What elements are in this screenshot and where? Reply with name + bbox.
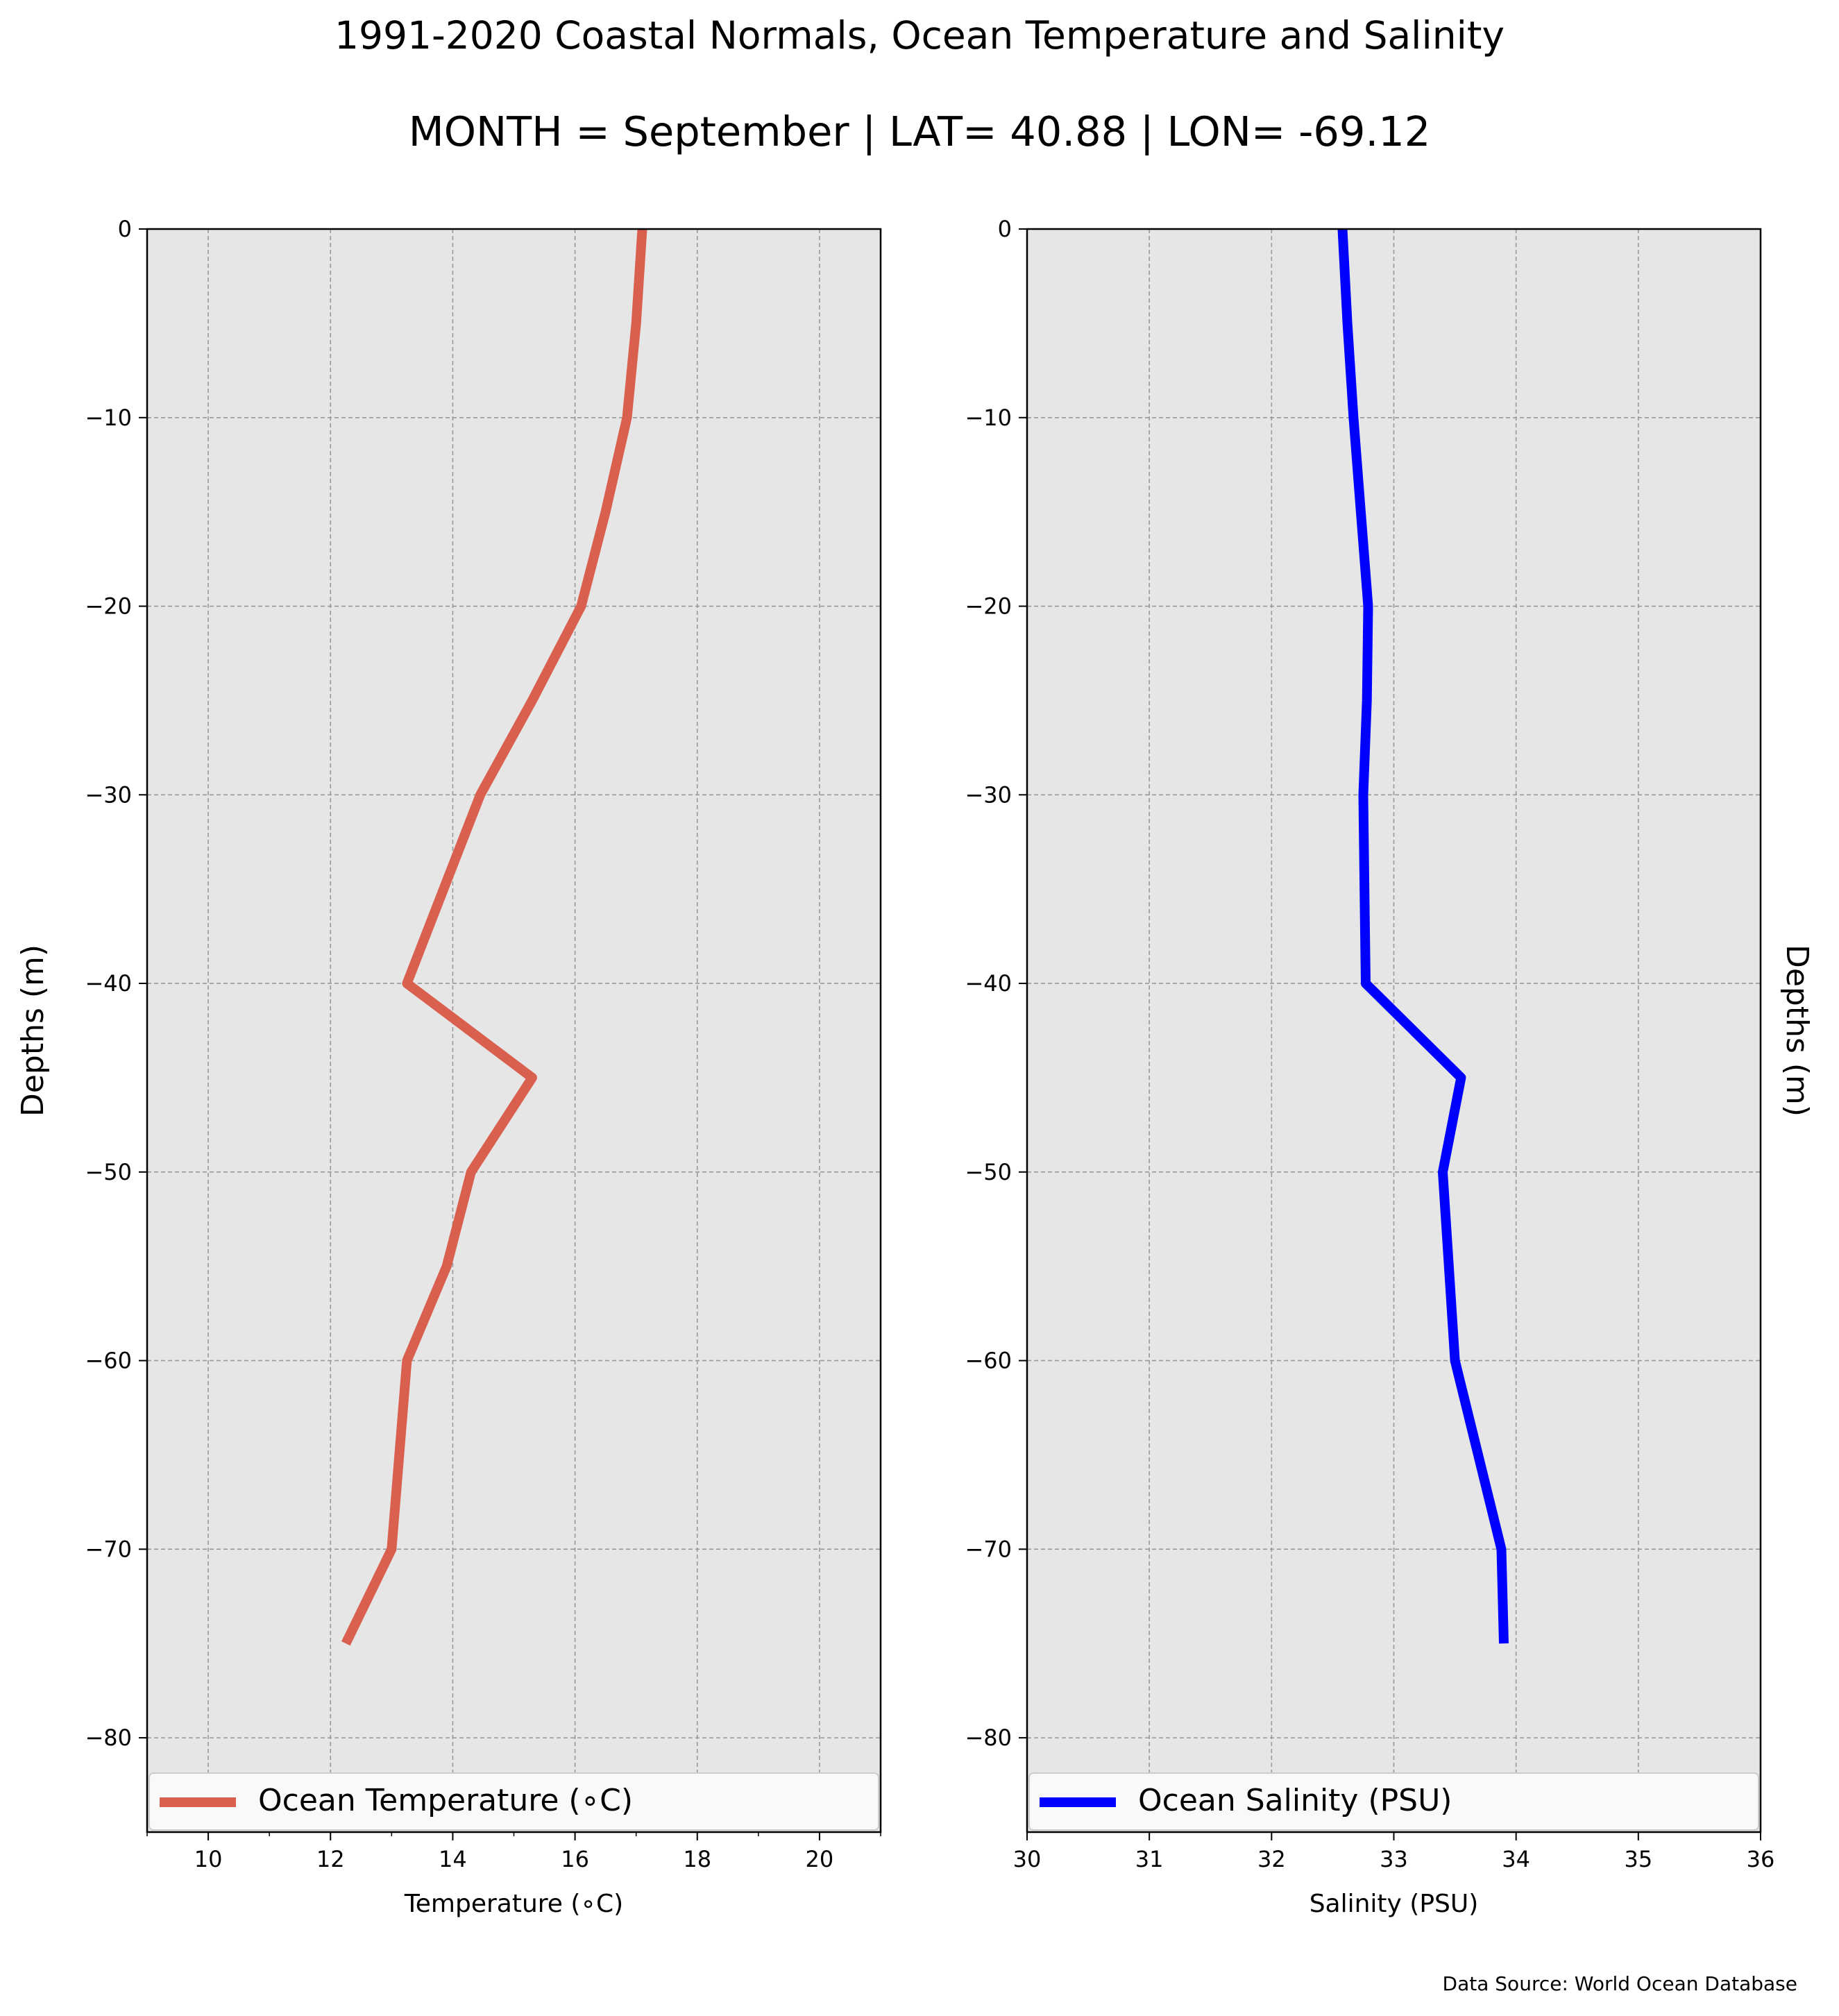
- sal-xaxis-label: Salinity (PSU): [1310, 1890, 1479, 1918]
- temp-axes-frame: [146, 228, 882, 1833]
- temp-xtick-label: 18: [683, 1846, 711, 1872]
- chart-title-line2: MONTH = September | LAT= 40.88 | LON= -6…: [409, 108, 1431, 155]
- sal-ytick-label: −50: [965, 1159, 1012, 1185]
- data-source-note: Data Source: World Ocean Database: [1443, 1972, 1797, 1995]
- temp-ytick-label: −20: [85, 593, 132, 620]
- temp-xtick-label: 10: [194, 1846, 223, 1872]
- temp-legend-box: [149, 1772, 879, 1831]
- temp-yaxis-label: Depths (m): [15, 945, 51, 1117]
- temp-ytick-label: −50: [85, 1159, 132, 1185]
- sal-series-line: [1337, 228, 1509, 1644]
- temp-plot-area: [147, 229, 881, 1832]
- sal-ytick-label: −10: [965, 405, 1012, 431]
- sal-xtick-label: 32: [1257, 1846, 1286, 1872]
- chart-title-line1: 1991-2020 Coastal Normals, Ocean Tempera…: [334, 13, 1505, 58]
- sal-ytick-label: −20: [965, 593, 1012, 620]
- sal-ytick-label: −70: [965, 1536, 1012, 1562]
- temp-ytick-label: 0: [118, 216, 132, 242]
- sal-legend-label: Ocean Salinity (PSU): [1138, 1783, 1452, 1818]
- temp-xaxis-label: Temperature (∘C): [404, 1890, 623, 1918]
- temp-ytick-label: −10: [85, 405, 132, 431]
- sal-legend-box: [1028, 1772, 1759, 1831]
- temp-ytick-label: −60: [85, 1348, 132, 1374]
- sal-ytick-label: −30: [965, 781, 1012, 808]
- temperature-panel: 0 −10 −20 −30 −40 −50 −60 −70 −80 10 12 14 16 18 20 Oce…: [15, 216, 882, 1918]
- sal-xtick-label: 30: [1013, 1846, 1042, 1872]
- temp-series-line: [341, 228, 647, 1646]
- temp-ytick-label: −40: [85, 970, 132, 997]
- temp-xtick-label: 20: [806, 1846, 834, 1872]
- sal-ytick-label: −40: [965, 970, 1012, 997]
- temp-xtick-label: 14: [439, 1846, 467, 1872]
- temp-legend-label: Ocean Temperature (∘C): [258, 1783, 633, 1818]
- sal-ytick-label: −60: [965, 1348, 1012, 1374]
- sal-yaxis-label: Depths (m): [1779, 945, 1815, 1117]
- temp-legend: Ocean Temperature (∘C): [149, 1772, 879, 1831]
- temp-ytick-label: −70: [85, 1536, 132, 1562]
- temp-ytick-label: −80: [85, 1725, 132, 1751]
- sal-xtick-label: 31: [1135, 1846, 1164, 1872]
- sal-xtick-label: 36: [1747, 1846, 1775, 1872]
- sal-xtick-label: 34: [1502, 1846, 1530, 1872]
- temp-xtick-label: 12: [316, 1846, 345, 1872]
- temp-xtick-label: 16: [561, 1846, 589, 1872]
- sal-ytick-label: −80: [965, 1725, 1012, 1751]
- temp-ytick-label: −30: [85, 781, 132, 808]
- sal-ytick-label: 0: [998, 216, 1012, 242]
- sal-xtick-label: 33: [1380, 1846, 1408, 1872]
- sal-axes-frame: [1026, 228, 1762, 1833]
- salinity-panel: 0 −10 −20 −30 −40 −50 −60 −70 −80 30 31 32 33 34 35 36 O…: [965, 216, 1815, 1918]
- sal-legend: Ocean Salinity (PSU): [1028, 1772, 1759, 1831]
- sal-xtick-label: 35: [1624, 1846, 1652, 1872]
